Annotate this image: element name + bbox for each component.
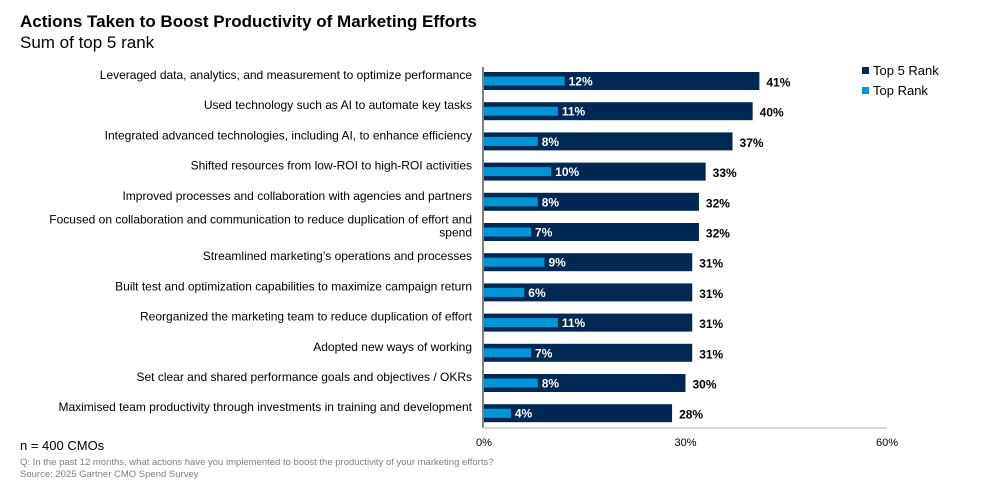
category-label: Used technology such as AI to automate k… (204, 98, 472, 112)
data-label-top5-rank: 33% (713, 166, 737, 180)
bar-top-rank (484, 197, 538, 207)
bar-top5-rank (484, 283, 693, 302)
legend-swatch (862, 87, 869, 94)
x-tick-label: 30% (674, 437, 696, 449)
bar-top-rank (484, 136, 538, 146)
data-label-top5-rank: 30% (693, 378, 717, 392)
category-label: spend (439, 226, 472, 240)
data-label-top5-rank: 31% (699, 257, 723, 271)
category-label: Streamlined marketing’s operations and p… (203, 249, 472, 263)
bar-top-rank (484, 257, 545, 267)
legend-swatch (862, 67, 869, 74)
data-label-top-rank: 7% (535, 346, 553, 360)
data-label-top5-rank: 28% (679, 408, 703, 422)
source-note: Source: 2025 Gartner CMO Spend Survey (20, 469, 199, 480)
bar-top-rank (484, 348, 532, 358)
legend-label: Top Rank (873, 83, 928, 98)
data-label-top-rank: 4% (515, 407, 533, 421)
category-label: Set clear and shared performance goals a… (136, 370, 472, 384)
data-label-top5-rank: 31% (699, 317, 723, 331)
data-label-top5-rank: 41% (766, 76, 790, 90)
bar-top-rank (484, 408, 511, 418)
category-label: Leveraged data, analytics, and measureme… (100, 68, 473, 82)
bar-top-rank (484, 287, 525, 297)
data-label-top5-rank: 37% (740, 136, 764, 150)
chart-title: Actions Taken to Boost Productivity of M… (20, 12, 477, 31)
bar-top5-rank (484, 404, 673, 423)
x-axis-ticks: 0% 30% 60% (476, 437, 898, 449)
chart-subtitle: Sum of top 5 rank (20, 33, 155, 52)
bar-top-rank (484, 227, 532, 237)
x-tick-label: 0% (476, 437, 492, 449)
bar-top-rank (484, 106, 558, 116)
data-label-top-rank: 8% (542, 377, 560, 391)
data-label-top5-rank: 32% (706, 196, 730, 210)
bar-top5-rank (484, 223, 699, 241)
category-label: Built test and optimization capabilities… (115, 279, 472, 293)
category-label: Reorganized the marketing team to reduce… (140, 310, 473, 324)
data-label-top-rank: 8% (542, 195, 560, 209)
data-label-top-rank: 9% (548, 256, 566, 270)
data-label-top-rank: 11% (562, 316, 586, 330)
legend: Top 5 Rank Top Rank (862, 63, 939, 98)
data-label-top-rank: 12% (569, 75, 593, 89)
sample-size-note: n = 400 CMOs (20, 438, 105, 453)
bar-top5-rank (484, 132, 733, 151)
data-label-top5-rank: 40% (760, 106, 784, 120)
category-label: Adopted new ways of working (313, 340, 472, 354)
category-label: Improved processes and collaboration wit… (122, 189, 472, 203)
bar-top-rank (484, 378, 538, 388)
category-label: Shifted resources from low-ROI to high-R… (191, 159, 472, 173)
data-label-top-rank: 7% (535, 226, 553, 240)
category-label: Maximised team productivity through inve… (58, 400, 472, 414)
data-label-top-rank: 6% (528, 286, 546, 300)
data-label-top5-rank: 32% (706, 227, 730, 241)
data-label-top-rank: 8% (542, 135, 560, 149)
bar-top-rank (484, 76, 565, 86)
x-tick-label: 60% (876, 437, 898, 449)
bar-top5-rank (484, 343, 693, 362)
legend-label: Top 5 Rank (873, 63, 939, 78)
bar-top-rank (484, 318, 558, 328)
data-label-top-rank: 11% (562, 105, 586, 119)
category-labels: Leveraged data, analytics, and measureme… (49, 68, 472, 414)
data-label-top-rank: 10% (555, 165, 579, 179)
question-note: Q: In the past 12 months, what actions h… (20, 457, 494, 468)
bar-top-rank (484, 167, 552, 177)
category-label: Integrated advanced technologies, includ… (105, 128, 472, 142)
data-label-top5-rank: 31% (699, 347, 723, 361)
data-label-top5-rank: 31% (699, 287, 723, 301)
category-label: Focused on collaboration and communicati… (49, 213, 472, 227)
bars-group: 12% 41% 11% 40% 8% 37% 10% 33% 8% 32% 7% 32% 9% 31% 6%… (484, 72, 791, 423)
